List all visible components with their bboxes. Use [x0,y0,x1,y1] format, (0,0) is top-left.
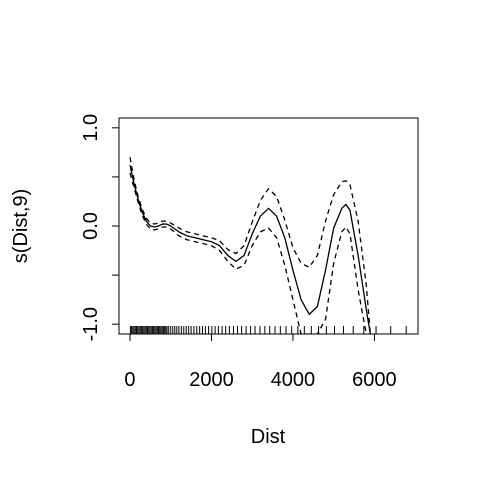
y-tick-label: -1.0 [80,307,102,341]
x-tick-label: 4000 [271,369,316,391]
y-tick-label: 1.0 [80,114,102,142]
lower-band-line [129,172,371,334]
rug-layer [129,326,407,334]
series-layer [129,157,371,334]
upper-band-line [129,157,371,334]
x-axis-title: Dist [251,426,286,448]
x-tick-label: 6000 [352,369,397,391]
y-axis-title: s(Dist,9) [10,189,32,263]
x-tick-label: 2000 [189,369,234,391]
x-tick-label: 0 [124,369,135,391]
y-axis: -1.0 0.0 1.0 [80,114,120,341]
smooth-estimate-line [129,164,371,334]
x-axis: 0 2000 4000 6000 [124,333,397,391]
y-tick-label: 0.0 [80,212,102,240]
plot-frame [118,117,419,335]
